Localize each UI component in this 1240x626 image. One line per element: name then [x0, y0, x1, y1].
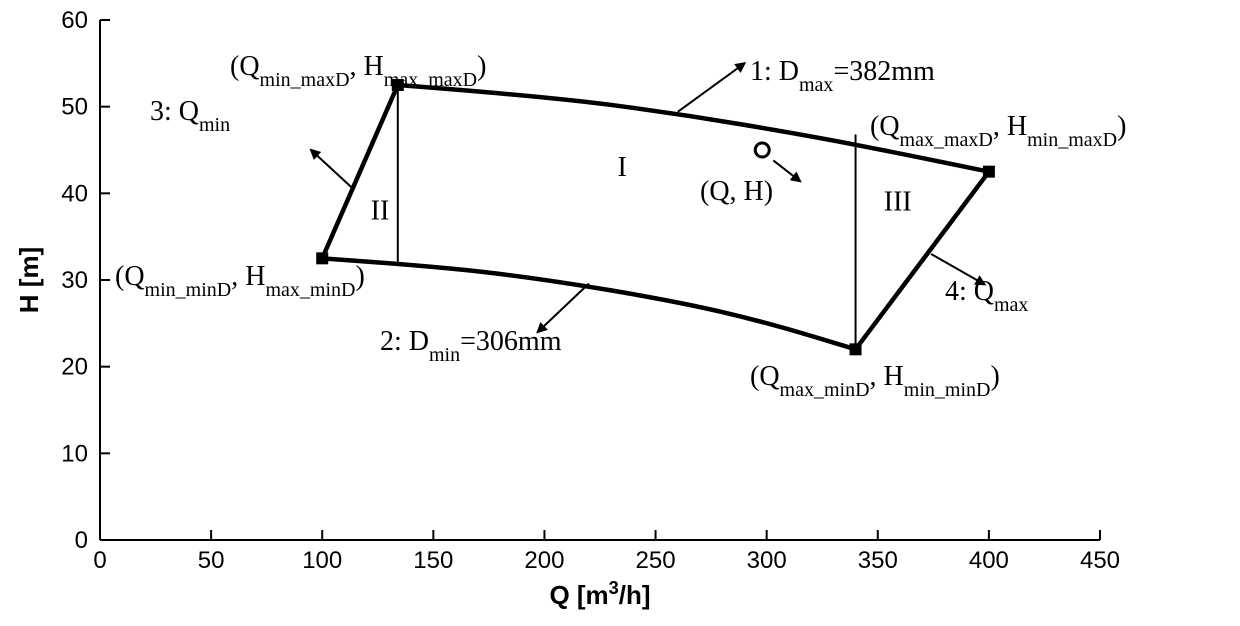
x-tick-label: 350 — [858, 547, 898, 574]
y-axis-label: H [m] — [14, 247, 44, 313]
y-tick-label: 10 — [61, 440, 88, 467]
region-label-II: II — [371, 195, 390, 226]
x-tick-label: 450 — [1080, 547, 1120, 574]
pump-map-chart: 0 50 100 150 200 250 300 350 400 450 0 10 20 30 40 50 60… — [0, 0, 1240, 626]
x-tick-label: 100 — [302, 547, 342, 574]
x-tick-label: 0 — [93, 547, 106, 574]
marker-square-max_minD — [850, 343, 862, 355]
region-label-III: III — [884, 187, 912, 218]
y-tick-label: 40 — [61, 180, 88, 207]
x-tick-label: 250 — [636, 547, 676, 574]
marker-open-circle-QH — [755, 143, 769, 157]
x-tick-label: 300 — [747, 547, 787, 574]
y-tick-label: 50 — [61, 94, 88, 121]
y-tick-label: 0 — [75, 527, 88, 554]
marker-square-min_minD — [316, 252, 328, 264]
x-tick-label: 50 — [198, 547, 225, 574]
marker-square-max_maxD — [983, 166, 995, 178]
x-tick-label: 400 — [969, 547, 1009, 574]
plot-background — [0, 0, 1240, 626]
y-tick-label: 60 — [61, 7, 88, 34]
x-axis-label: Q [m3/h] — [549, 578, 650, 610]
y-tick-label: 30 — [61, 267, 88, 294]
y-tick-label: 20 — [61, 354, 88, 381]
x-tick-label: 150 — [413, 547, 453, 574]
region-label-I: I — [618, 152, 627, 183]
annotation-QH: (Q, H) — [700, 176, 773, 207]
x-tick-label: 200 — [524, 547, 564, 574]
